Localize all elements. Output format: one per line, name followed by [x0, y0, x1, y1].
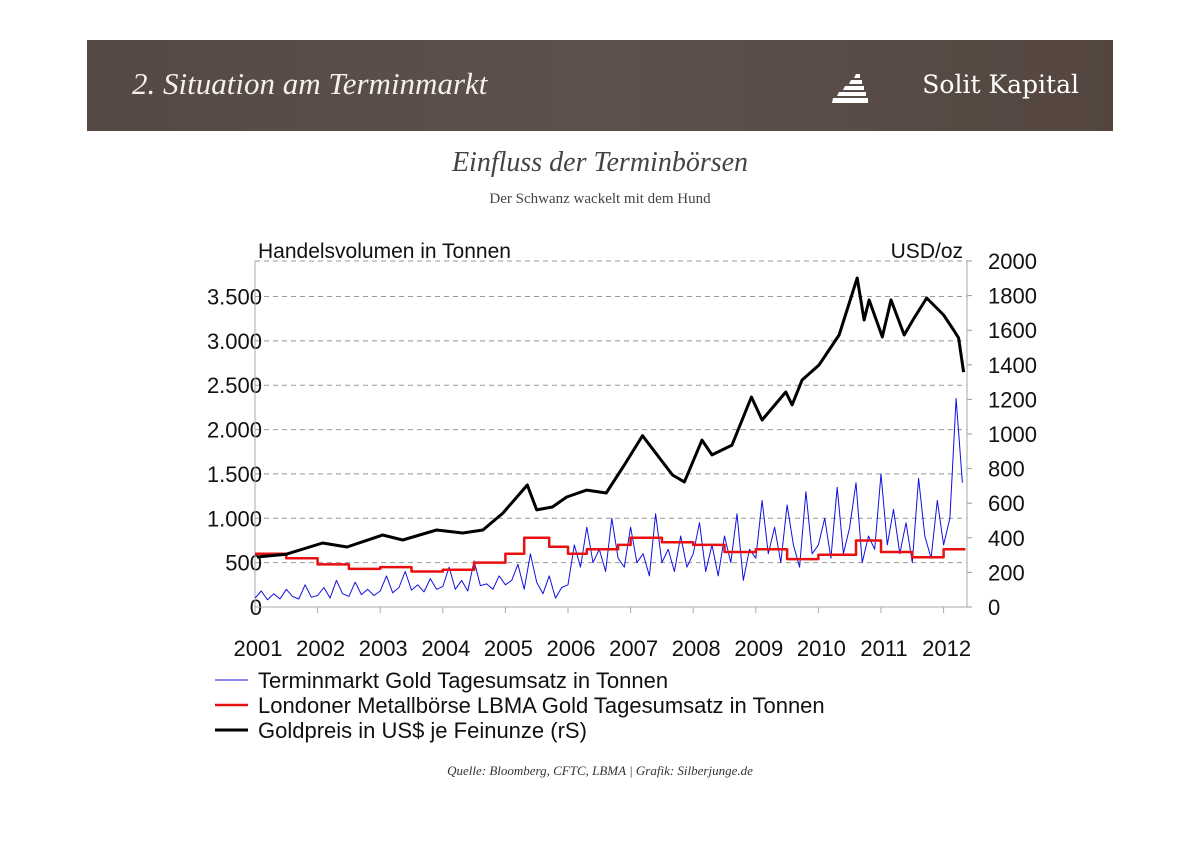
x-tick-label: 2002	[296, 636, 345, 661]
y-axis-title-left: Handelsvolumen in Tonnen	[258, 240, 511, 263]
x-tick-label: 2011	[860, 636, 907, 661]
y-tick-label-right: 0	[988, 595, 1000, 620]
section-title: 2. Situation am Terminmarkt	[132, 66, 488, 101]
y-tick-label-right: 1800	[988, 284, 1037, 309]
x-tick-label: 2001	[234, 636, 283, 661]
x-tick-label: 2012	[922, 636, 971, 661]
legend-label: Londoner Metallbörse LBMA Gold Tagesumsa…	[258, 693, 825, 718]
legend-label: Goldpreis in US$ je Feinunze (rS)	[258, 718, 587, 743]
y-tick-label-left: 2.000	[207, 418, 262, 443]
x-tick-label: 2003	[359, 636, 408, 661]
stacked-bars-logo-icon	[832, 74, 868, 103]
series-line-terminmarkt	[254, 398, 963, 601]
y-tick-label-right: 1000	[988, 422, 1037, 447]
brand-name: Solit Kapital	[922, 70, 1079, 99]
y-tick-label-left: 3.000	[207, 329, 262, 354]
y-tick-label-left: 1.000	[207, 506, 262, 531]
y-tick-label-right: 1400	[988, 353, 1037, 378]
y-tick-label-right: 800	[988, 457, 1025, 482]
y-tick-label-right: 200	[988, 560, 1025, 585]
slide-subtitle: Der Schwanz wackelt mit dem Hund	[489, 191, 711, 207]
x-tick-label: 2007	[609, 636, 658, 661]
y-tick-label-left: 3.500	[207, 284, 262, 309]
x-tick-label: 2009	[734, 636, 783, 661]
y-tick-label-left: 500	[225, 551, 262, 576]
series-line-lbma	[255, 536, 966, 573]
x-tick-label: 2004	[421, 636, 470, 661]
slide-title: Einfluss der Terminbörsen	[451, 147, 749, 178]
y-tick-label-left: 2.500	[207, 373, 262, 398]
y-tick-label-left: 1.500	[207, 462, 262, 487]
x-tick-label: 2010	[797, 636, 846, 661]
x-tick-label: 2006	[547, 636, 596, 661]
y-tick-label-right: 2000	[988, 249, 1037, 274]
y-tick-label-left: 0	[250, 595, 262, 620]
series-line-goldpreis	[256, 276, 966, 559]
y-tick-label-right: 600	[988, 491, 1025, 516]
y-tick-label-right: 1200	[988, 387, 1037, 412]
slide-header: 2. Situation am Terminmarkt Solit Kapita…	[87, 40, 1113, 131]
legend-label: Terminmarkt Gold Tagesumsatz in Tonnen	[258, 668, 668, 693]
y-tick-label-right: 1600	[988, 318, 1037, 343]
x-tick-label: 2008	[672, 636, 721, 661]
y-tick-label-right: 400	[988, 526, 1025, 551]
source-note: Quelle: Bloomberg, CFTC, LBMA | Grafik: …	[447, 763, 753, 778]
x-tick-label: 2005	[484, 636, 533, 661]
y-axis-title-right: USD/oz	[891, 240, 963, 263]
